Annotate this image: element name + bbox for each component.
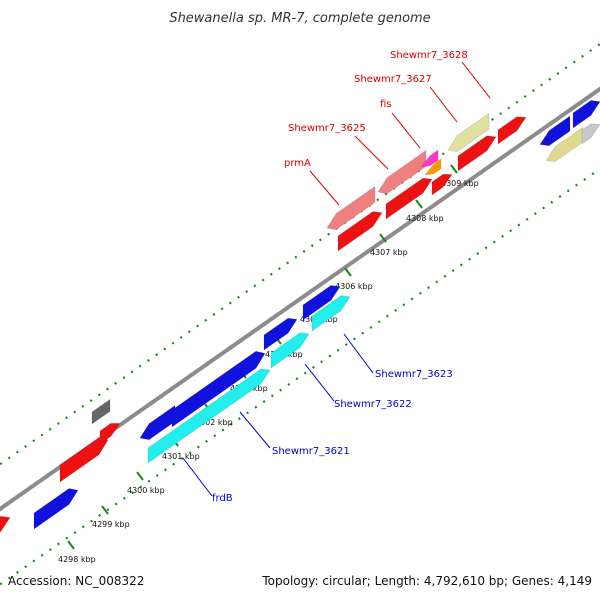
gene-feature[interactable]: [497, 116, 527, 145]
label-connector: [354, 135, 389, 170]
gene-feature[interactable]: [33, 488, 79, 530]
gene-feature[interactable]: [420, 149, 439, 168]
label-connector: [461, 61, 491, 99]
map-title: Shewanella sp. MR-7, complete genome: [169, 11, 430, 26]
label-connector: [304, 363, 335, 402]
tick-label: 4306 kbp: [335, 282, 373, 291]
tick-label: 4299 kbp: [92, 520, 130, 529]
tick-label: 4301 kbp: [162, 452, 200, 461]
gene-feature[interactable]: [0, 515, 11, 533]
tick-label: 4309 kbp: [441, 179, 479, 188]
tick-label: 4308 kbp: [406, 214, 444, 223]
gene-feature[interactable]: [270, 332, 310, 369]
gene-feature[interactable]: [263, 317, 298, 351]
tick-label: 4302 kbp: [195, 418, 233, 427]
label-connector: [391, 112, 421, 149]
gene-feature[interactable]: [91, 398, 111, 425]
gene-label[interactable]: Shewmr7_3623: [375, 369, 453, 380]
genome-summary-text: Topology: circular; Length: 4,792,610 bp…: [261, 574, 592, 588]
tick-mark: [415, 199, 423, 209]
label-connector: [429, 86, 458, 123]
gene-feature[interactable]: [171, 350, 266, 428]
tick-label: 4298 kbp: [58, 555, 96, 564]
gene-label[interactable]: Shewmr7_3621: [272, 446, 350, 457]
gene-label[interactable]: Shewmr7_3627: [354, 74, 432, 85]
gene-features: [0, 100, 600, 533]
gene-feature[interactable]: [99, 422, 121, 445]
gene-feature[interactable]: [385, 177, 433, 220]
gene-feature[interactable]: [377, 149, 427, 195]
gene-label[interactable]: Shewmr7_3628: [390, 50, 468, 61]
tick-label: 4307 kbp: [370, 248, 408, 257]
label-connector: [239, 411, 271, 449]
gene-feature[interactable]: [326, 185, 376, 231]
label-connector: [309, 170, 340, 206]
label-connector: [182, 457, 213, 497]
tick-mark: [67, 540, 75, 550]
gene-feature[interactable]: [457, 135, 497, 172]
gene-feature[interactable]: [447, 112, 490, 153]
tick-label: 4300 kbp: [127, 486, 165, 495]
gene-label[interactable]: Shewmr7_3622: [334, 399, 412, 410]
tick-mark: [136, 471, 144, 481]
gene-feature[interactable]: [581, 123, 600, 145]
gene-label[interactable]: fis: [380, 99, 392, 110]
gene-feature[interactable]: [147, 368, 271, 464]
gene-feature[interactable]: [302, 285, 341, 321]
accession-text: Accession: NC_008322: [8, 574, 144, 588]
label-connectors: [182, 61, 491, 497]
gene-label[interactable]: frdB: [212, 493, 233, 504]
gene-feature[interactable]: [337, 211, 383, 252]
gene-feature[interactable]: [572, 100, 600, 129]
gene-feature[interactable]: [59, 437, 109, 483]
gene-label[interactable]: prmA: [284, 158, 311, 169]
gene-label[interactable]: Shewmr7_3625: [288, 123, 366, 134]
gene-feature[interactable]: [539, 115, 571, 147]
dotted-guide-lines: [0, 42, 600, 586]
tick-mark: [344, 267, 352, 277]
tick-mark: [379, 233, 387, 243]
tick-mark: [450, 164, 458, 174]
dotted-guide-line: [0, 167, 600, 586]
gene-feature[interactable]: [431, 173, 453, 196]
gene-feature[interactable]: [311, 295, 351, 332]
gene-feature[interactable]: [424, 158, 442, 176]
label-connector: [343, 333, 374, 374]
tick-mark: [101, 505, 109, 515]
